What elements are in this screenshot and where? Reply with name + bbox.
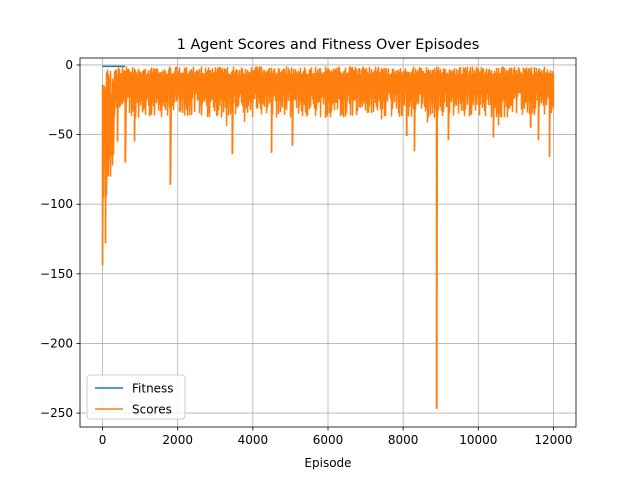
y-tick-label-2: −100 <box>40 197 73 211</box>
y-tick-label-0: 0 <box>65 58 73 72</box>
y-tick-label-5: −250 <box>40 406 73 420</box>
legend-label-scores: Scores <box>132 403 172 417</box>
y-tick-label-4: −200 <box>40 336 73 350</box>
series-line-scores <box>101 66 555 409</box>
legend-label-fitness: Fitness <box>132 382 174 396</box>
x-tick-label-0: 0 <box>99 433 107 447</box>
y-tick-label-1: −50 <box>48 128 73 142</box>
legend-box <box>86 374 186 420</box>
plot-area <box>101 65 555 409</box>
y-axis: 0 −50 −100 −150 −200 −250 <box>40 58 80 420</box>
x-tick-label-1: 2000 <box>162 433 193 447</box>
y-tick-label-3: −150 <box>40 267 73 281</box>
x-axis: 0 2000 4000 6000 8000 10000 12000 <box>99 427 573 447</box>
x-tick-label-2: 4000 <box>238 433 269 447</box>
grid <box>80 58 576 427</box>
chart-title: 1 Agent Scores and Fitness Over Episodes <box>177 37 480 53</box>
x-tick-label-3: 6000 <box>313 433 344 447</box>
x-tick-label-4: 8000 <box>388 433 419 447</box>
x-tick-label-6: 12000 <box>534 433 572 447</box>
legend: Fitness Scores <box>86 374 186 420</box>
x-tick-label-5: 10000 <box>459 433 497 447</box>
x-axis-label: Episode <box>304 456 351 470</box>
